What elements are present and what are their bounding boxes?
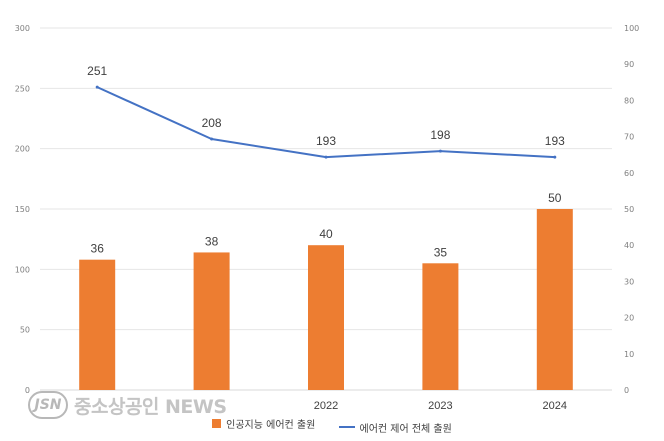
line-series: [95, 85, 557, 159]
right-tick-label: 40: [624, 241, 634, 250]
bar-value-label: 50: [548, 191, 562, 205]
right-tick-label: 80: [624, 96, 634, 105]
line-point: [553, 155, 557, 159]
line-value-label: 198: [430, 128, 450, 142]
legend-line-swatch: [338, 426, 355, 428]
right-tick-label: 20: [624, 314, 634, 323]
data-labels: 36 38 40 35 50 251 208 193 198 193: [87, 64, 565, 259]
legend-item-bar: 인공지능 에어컨 출원: [212, 416, 315, 431]
right-tick-label: 50: [624, 205, 634, 214]
line-value-label: 193: [545, 134, 565, 148]
x-tick-label: 2022: [314, 400, 338, 412]
right-tick-label: 0: [624, 386, 629, 395]
right-axis: 0 10 20 30 40 50 60 70 80 90 100: [624, 24, 639, 395]
left-tick-label: 0: [25, 386, 30, 395]
bar: [422, 263, 459, 390]
left-tick-label: 100: [15, 265, 30, 274]
legend-line-label: 에어컨 제어 전체 출원: [359, 423, 452, 435]
bar-value-label: 40: [319, 227, 333, 241]
line-point: [95, 85, 99, 89]
right-tick-label: 90: [624, 60, 634, 69]
x-tick-label: 2024: [543, 400, 567, 412]
bar-value-label: 35: [434, 245, 448, 259]
watermark: JSN 중소상공인 NEWS: [28, 391, 227, 419]
legend-bar-swatch: [212, 419, 222, 428]
right-tick-label: 100: [624, 24, 639, 33]
right-tick-label: 30: [624, 277, 634, 286]
line-point: [324, 155, 328, 159]
line-value-label: 251: [87, 64, 107, 78]
right-tick-label: 70: [624, 133, 634, 142]
left-tick-label: 300: [15, 24, 30, 33]
bar-value-label: 36: [91, 242, 105, 256]
left-tick-label: 150: [15, 205, 30, 214]
bar-series: [79, 209, 573, 390]
right-tick-label: 10: [624, 350, 634, 359]
bar: [536, 209, 573, 390]
x-axis: 2022 2023 2024: [314, 400, 567, 412]
line-value-label: 208: [202, 116, 222, 130]
right-tick-label: 60: [624, 169, 634, 178]
bar-value-label: 38: [205, 234, 219, 248]
line-value-label: 193: [316, 134, 336, 148]
watermark-logo-icon: JSN: [28, 391, 68, 419]
left-tick-label: 200: [15, 145, 30, 154]
left-axis: 0 50 100 150 200 250 300: [15, 24, 30, 395]
line-point: [210, 137, 214, 141]
left-tick-label: 50: [20, 326, 30, 335]
line-point: [438, 149, 442, 153]
bar: [79, 259, 116, 390]
bar: [308, 245, 344, 390]
legend-item-line: 에어컨 제어 전체 출원: [338, 420, 452, 435]
legend-bar-label: 인공지능 에어컨 출원: [226, 420, 316, 431]
x-tick-label: 2023: [428, 400, 452, 412]
watermark-text: 중소상공인 NEWS: [74, 395, 227, 418]
bar: [193, 252, 230, 390]
left-tick-label: 250: [15, 84, 30, 93]
legend: 인공지능 에어컨 출원 에어컨 제어 전체 출원: [0, 416, 664, 435]
